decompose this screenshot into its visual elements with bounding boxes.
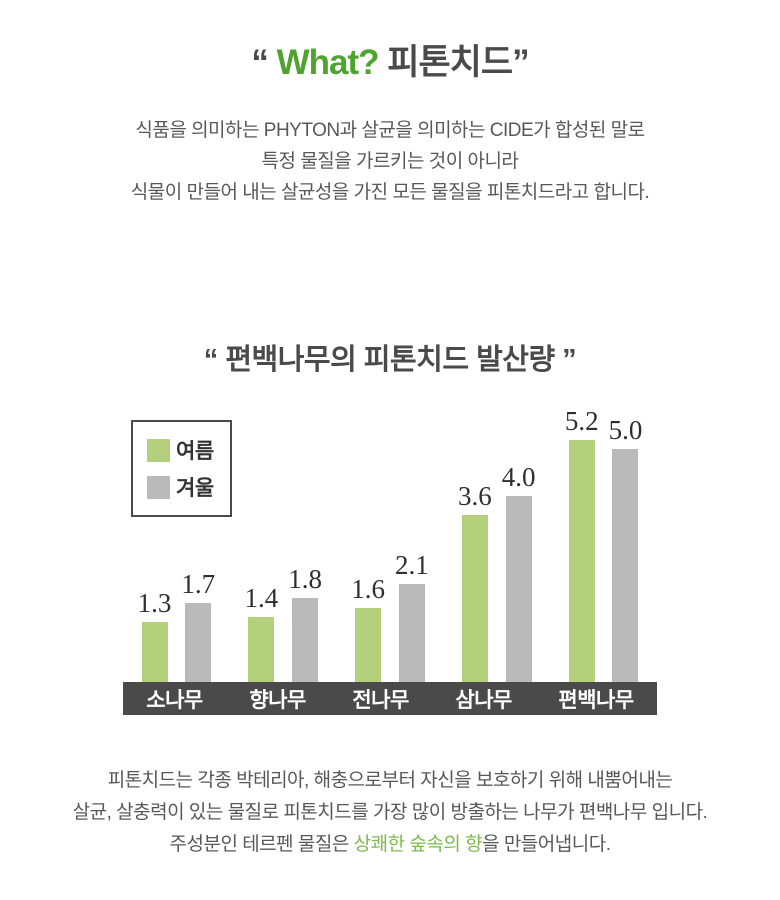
legend-label-winter: 겨울 bbox=[176, 477, 214, 500]
outro-line-1: 피톤치드는 각종 박테리아, 해충으로부터 자신을 보호하기 위해 내뿜어내는 bbox=[107, 770, 673, 791]
legend-row-winter: 겨울 bbox=[147, 472, 214, 502]
bar-item: 5.2 bbox=[565, 406, 599, 682]
title-open-quote: “ bbox=[251, 43, 277, 82]
bar-item: 1.6 bbox=[351, 574, 385, 682]
bar-여름 bbox=[141, 622, 168, 682]
bar-item: 1.4 bbox=[244, 583, 278, 682]
bar-item: 5.0 bbox=[608, 415, 643, 682]
x-axis-band: 소나무 향나무 전나무 삼나무 편백나무 bbox=[123, 682, 657, 715]
bar-group-5: 5.2 5.0 bbox=[565, 406, 643, 682]
x-axis-label: 삼나무 bbox=[455, 688, 512, 712]
chart-title: “ 편백나무의 피톤치드 발산량 ” bbox=[203, 344, 577, 376]
outro-line-3-suffix: 을 만들어냅니다. bbox=[482, 834, 611, 855]
legend-label-summer: 여름 bbox=[176, 440, 214, 463]
bar-value-label: 1.7 bbox=[181, 569, 216, 599]
bar-item: 1.8 bbox=[288, 564, 322, 682]
intro-line-2: 특정 물질을 가르키는 것이 아니라 bbox=[261, 151, 519, 172]
outro-highlight: 상쾌한 숲속의 향 bbox=[353, 834, 483, 855]
bar-value-label: 1.8 bbox=[288, 564, 322, 594]
outro-line-2: 살균, 살충력이 있는 물질로 피톤치드를 가장 많이 방출하는 나무가 편백나… bbox=[72, 802, 708, 823]
bar-여름 bbox=[461, 515, 488, 682]
x-axis-label: 향나무 bbox=[249, 688, 306, 712]
outro-line-3-prefix: 주성분인 테르펜 물질은 bbox=[169, 834, 354, 855]
bar-value-label: 1.3 bbox=[137, 588, 172, 618]
intro-line-3: 식물이 만들어 내는 살균성을 가진 모든 물질을 피톤치드라고 합니다. bbox=[130, 182, 650, 203]
bar-value-label: 1.4 bbox=[244, 583, 279, 613]
outro-paragraph: 피톤치드는 각종 박테리아, 해충으로부터 자신을 보호하기 위해 내뿜어내는 … bbox=[0, 765, 780, 861]
bar-value-label: 4.0 bbox=[501, 462, 536, 492]
bar-chart: 여름 겨울 1.3 1.7 1.4 1.8 1.6 2.1 3.6 4.0 5.2 5.0 소나무… bbox=[123, 402, 657, 715]
bar-value-label: 1.6 bbox=[351, 574, 385, 604]
x-axis-label: 편백나무 bbox=[558, 688, 634, 712]
intro-paragraph: 식품을 의미하는 PHYTON과 살균을 의미하는 CIDE가 합성된 말로 특… bbox=[0, 115, 780, 208]
bar-value-label: 2.1 bbox=[394, 550, 429, 580]
bar-value-label: 5.0 bbox=[608, 415, 643, 445]
outro-line-3: 주성분인 테르펜 물질은 상쾌한 숲속의 향을 만들어냅니다. bbox=[0, 829, 780, 861]
bar-겨울 bbox=[505, 496, 532, 682]
bar-겨울 bbox=[185, 603, 212, 682]
bar-여름 bbox=[248, 617, 275, 682]
bar-여름 bbox=[568, 440, 595, 682]
bar-item: 3.6 bbox=[458, 481, 492, 682]
x-axis-label: 전나무 bbox=[352, 688, 409, 712]
page-title: “ What? 피톤치드” bbox=[0, 0, 780, 85]
bar-value-label: 3.6 bbox=[458, 481, 492, 511]
legend-swatch-winter bbox=[147, 475, 170, 499]
title-accent: What? bbox=[276, 43, 380, 82]
bar-item: 1.7 bbox=[181, 569, 215, 682]
bar-겨울 bbox=[398, 584, 425, 682]
legend-row-summer: 여름 bbox=[147, 435, 214, 465]
intro-line-1: 식품을 의미하는 PHYTON과 살균을 의미하는 CIDE가 합성된 말로 bbox=[135, 120, 645, 141]
title-rest: 피톤치드” bbox=[378, 43, 529, 82]
bar-group-3: 1.6 2.1 bbox=[351, 550, 429, 682]
bar-group-1: 1.3 1.7 bbox=[137, 569, 215, 682]
bar-group-2: 1.4 1.8 bbox=[244, 564, 322, 682]
chart-legend: 여름 겨울 bbox=[131, 420, 232, 517]
bar-겨울 bbox=[292, 598, 319, 682]
bar-item: 2.1 bbox=[395, 550, 429, 682]
bar-item: 1.3 bbox=[137, 588, 172, 682]
bar-여름 bbox=[355, 608, 382, 682]
legend-swatch-summer bbox=[147, 438, 170, 462]
bar-value-label: 5.2 bbox=[564, 406, 599, 436]
x-axis-label: 소나무 bbox=[146, 688, 203, 712]
bar-겨울 bbox=[612, 449, 639, 682]
bar-plot: 1.3 1.7 1.4 1.8 1.6 2.1 3.6 4.0 5.2 5.0 bbox=[123, 402, 657, 682]
bar-group-4: 3.6 4.0 bbox=[458, 462, 536, 682]
bar-item: 4.0 bbox=[502, 462, 536, 682]
